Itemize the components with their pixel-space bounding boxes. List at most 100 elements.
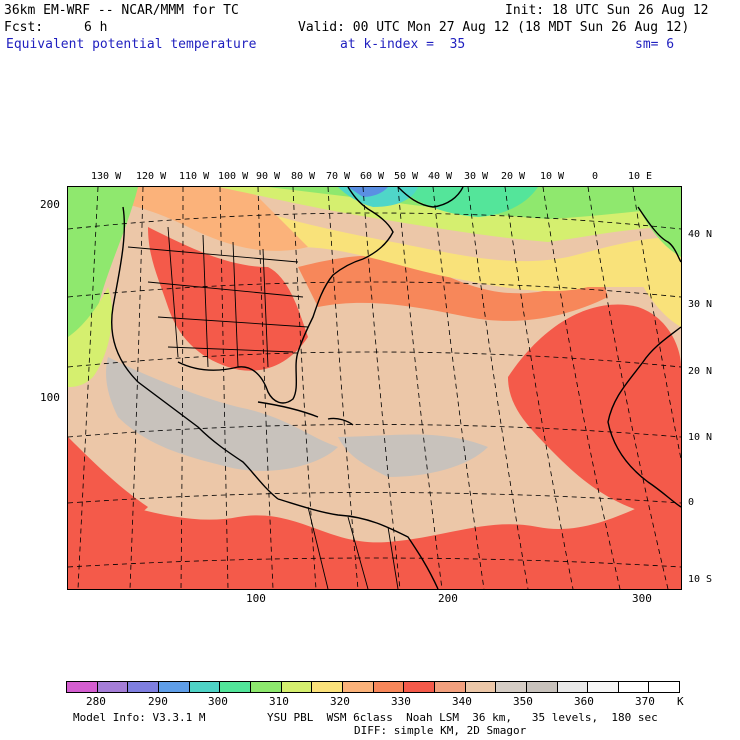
meridian (504, 187, 574, 589)
high-lat-blue (348, 187, 388, 197)
colorbar-cell (649, 682, 680, 692)
meridian (397, 187, 443, 589)
grid-x-label: 100 (246, 592, 266, 605)
eastern-red-zone (508, 304, 681, 517)
border-line (157, 316, 309, 328)
canada-coast (347, 187, 394, 260)
east-coast (297, 258, 364, 353)
gray-belt-caribbean (106, 357, 338, 471)
map-canvas (68, 187, 681, 589)
model-title: 36km EM-WRF -- NCAR/MMM for TC (4, 3, 239, 18)
meridian (432, 187, 485, 589)
lon-label: 0 (592, 171, 599, 182)
colorbar-label: 290 (148, 695, 168, 708)
lon-label: 100 W (218, 171, 249, 182)
border-line (307, 506, 329, 589)
parallel (68, 492, 681, 504)
border-line (167, 346, 294, 353)
lon-label: 130 W (91, 171, 122, 182)
south-america-coast (277, 498, 439, 589)
us-state-borders (127, 226, 309, 368)
lat-label: 40 N (688, 229, 713, 240)
colorbar-cell (128, 682, 159, 692)
colorbar-label: 360 (574, 695, 594, 708)
border-line (167, 226, 179, 358)
lat-label: 10 N (688, 432, 713, 443)
colorbar-cell (588, 682, 619, 692)
us-red-zone (148, 227, 308, 371)
lon-label: 70 W (326, 171, 351, 182)
meridian (327, 187, 359, 589)
meridian (632, 187, 681, 462)
meridian (362, 187, 401, 589)
colorbar (66, 681, 680, 693)
meridian (257, 187, 274, 589)
colorbar-cell (404, 682, 435, 692)
meridian (587, 187, 669, 589)
pacific-lime (68, 287, 113, 387)
north-america-coast (111, 206, 279, 500)
border-line (147, 281, 304, 298)
colorbar-label: 330 (391, 695, 411, 708)
south-america-borders (307, 506, 399, 589)
colorbar-cell (220, 682, 251, 692)
colorbar-cell (496, 682, 527, 692)
border-line (347, 516, 369, 589)
colorbar-cell (526, 682, 558, 692)
lon-label: 50 W (394, 171, 419, 182)
grid-x-label: 300 (632, 592, 652, 605)
europe-green (628, 187, 681, 257)
grid-y-label: 200 (40, 198, 60, 211)
colorbar-label: 320 (330, 695, 350, 708)
lon-label: 10 W (540, 171, 565, 182)
colorbar-label: 280 (86, 695, 106, 708)
lon-label: 30 W (464, 171, 489, 182)
high-lat-teal (398, 187, 538, 217)
lon-label: 110 W (179, 171, 210, 182)
meridian (129, 187, 144, 589)
physics-info: YSU PBL WSM 6class Noah LSM 36 km, 35 le… (267, 711, 658, 724)
model-info: Model Info: V3.3.1 M (73, 711, 206, 724)
lon-label: 10 E (628, 171, 653, 182)
parallel (68, 351, 681, 368)
colorbar-cell (373, 682, 405, 692)
meridian (292, 187, 317, 589)
grid-y-label: 100 (40, 391, 60, 404)
colorbar-cell (281, 682, 313, 692)
lon-label: 60 W (360, 171, 385, 182)
frontal-orange-band (298, 255, 608, 321)
greenland-coast (397, 187, 464, 208)
border-line (232, 241, 239, 368)
colorbar-cell (67, 682, 98, 692)
border-line (387, 526, 399, 589)
parallel (68, 557, 681, 568)
meridian (542, 187, 621, 589)
graticule (68, 187, 681, 589)
colorbar-label: 310 (269, 695, 289, 708)
lon-label: 20 W (501, 171, 526, 182)
meridian (77, 187, 99, 589)
colorbar-cell (312, 682, 343, 692)
forecast-hour: 6 h (84, 20, 108, 35)
colorbar-cell (557, 682, 589, 692)
southern-red-zone (68, 487, 681, 589)
grid-x-label: 200 (438, 592, 458, 605)
hispaniola (327, 417, 354, 426)
parallel (68, 281, 681, 298)
forecast-label: Fcst: (4, 20, 44, 35)
gray-belt-atlantic (338, 434, 488, 477)
colorbar-label: 370 (635, 695, 655, 708)
border-line (127, 246, 299, 263)
lon-label: 80 W (291, 171, 316, 182)
colorbar-cell (618, 682, 650, 692)
valid-time: Valid: 00 UTC Mon 27 Aug 12 (18 MDT Sun … (298, 20, 690, 35)
parallel (68, 424, 681, 438)
pacific-green (68, 187, 138, 337)
lon-label: 120 W (136, 171, 167, 182)
midlat-yellow-band (248, 207, 681, 292)
init-time: Init: 18 UTC Sun 26 Aug 12 (505, 3, 709, 18)
colorbar-cell (434, 682, 466, 692)
cuba (257, 401, 319, 418)
colorbar-cell (158, 682, 190, 692)
lat-label: 30 N (688, 299, 713, 310)
